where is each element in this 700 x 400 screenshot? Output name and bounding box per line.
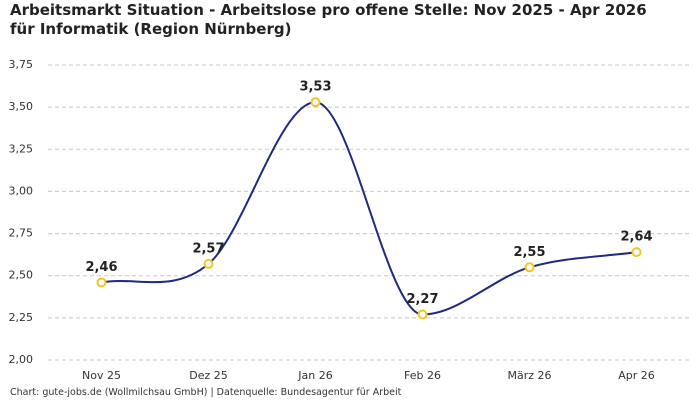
y-tick-label: 3,50 xyxy=(9,100,34,113)
value-label: 2,55 xyxy=(513,245,545,260)
data-point xyxy=(631,247,642,258)
data-point xyxy=(310,97,321,108)
data-line xyxy=(101,101,637,316)
y-tick-label: 2,75 xyxy=(9,227,34,240)
value-label: 2,27 xyxy=(406,292,438,307)
y-tick-label: 3,25 xyxy=(9,142,34,155)
y-tick-label: 2,50 xyxy=(9,269,34,282)
data-point xyxy=(203,258,214,269)
value-label: 2,64 xyxy=(620,230,652,245)
y-tick-label: 3,75 xyxy=(9,58,34,71)
source-note: Chart: gute-jobs.de (Wollmilchsau GmbH) … xyxy=(10,387,402,398)
y-tick-label: 2,00 xyxy=(9,353,34,366)
x-tick-label: März 26 xyxy=(507,369,551,382)
y-tick-label: 3,00 xyxy=(9,184,34,197)
value-label: 3,53 xyxy=(299,80,331,95)
data-point xyxy=(96,277,107,288)
data-point xyxy=(524,262,535,273)
data-point xyxy=(417,309,428,320)
x-tick-label: Dez 25 xyxy=(189,369,228,382)
x-tick-label: Nov 25 xyxy=(82,369,121,382)
value-label: 2,57 xyxy=(192,241,224,256)
x-tick-label: Feb 26 xyxy=(404,369,441,382)
x-tick-label: Jan 26 xyxy=(297,369,332,382)
value-label: 2,46 xyxy=(85,260,117,275)
chart-title: Arbeitsmarkt Situation - Arbeitslose pro… xyxy=(10,1,647,38)
y-tick-label: 2,25 xyxy=(9,311,34,324)
x-tick-label: Apr 26 xyxy=(618,369,655,382)
